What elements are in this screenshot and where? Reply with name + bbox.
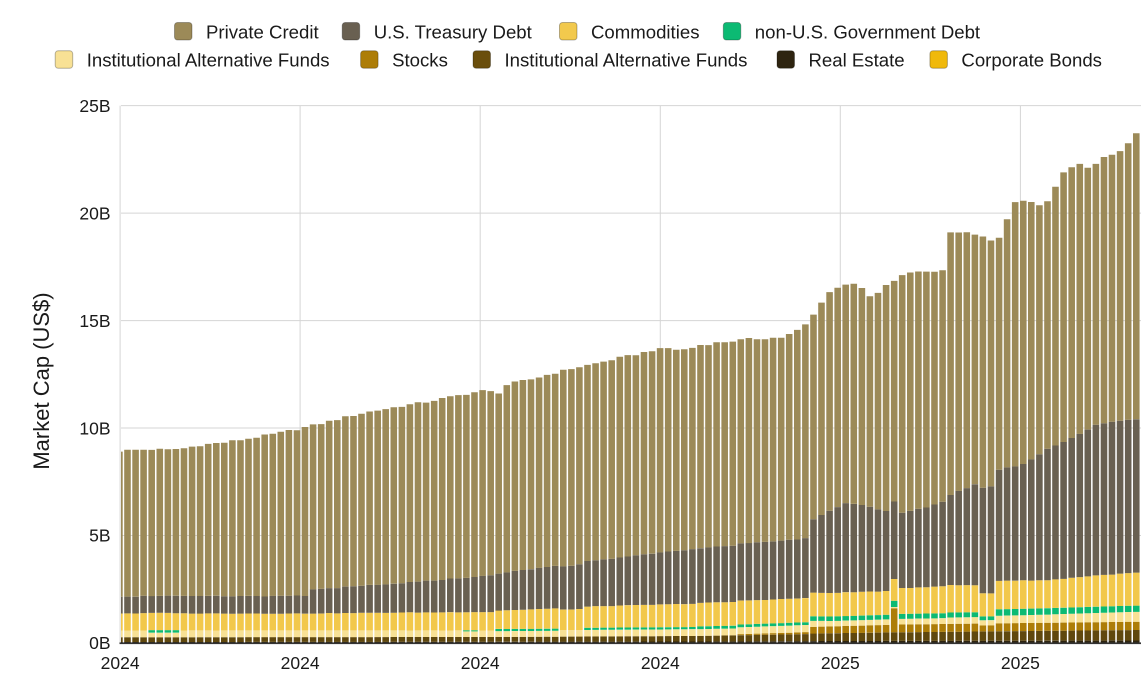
svg-text:Market Cap (US$): Market Cap (US$) [29,292,54,469]
svg-text:Real Estate: Real Estate [809,50,905,71]
svg-text:Institutional Alternative Fund: Institutional Alternative Funds [505,50,748,71]
svg-text:20B: 20B [79,203,110,223]
svg-text:2024: 2024 [101,653,140,673]
svg-text:2024: 2024 [641,653,680,673]
svg-text:Stocks: Stocks [392,50,448,71]
svg-text:Commodities: Commodities [591,21,700,42]
svg-text:15B: 15B [79,311,110,331]
svg-text:10B: 10B [79,418,110,438]
svg-text:Private Credit: Private Credit [206,21,319,42]
svg-text:Institutional Alternative Fund: Institutional Alternative Funds [87,50,330,71]
svg-text:non-U.S. Government Debt: non-U.S. Government Debt [755,21,981,42]
svg-text:Corporate Bonds: Corporate Bonds [961,50,1102,71]
svg-text:2025: 2025 [1001,653,1040,673]
svg-text:2024: 2024 [281,653,320,673]
svg-text:5B: 5B [89,526,110,546]
svg-text:2025: 2025 [821,653,860,673]
svg-text:25B: 25B [79,96,110,116]
svg-text:U.S. Treasury Debt: U.S. Treasury Debt [374,21,533,42]
svg-text:2024: 2024 [461,653,500,673]
svg-text:0B: 0B [89,633,110,653]
